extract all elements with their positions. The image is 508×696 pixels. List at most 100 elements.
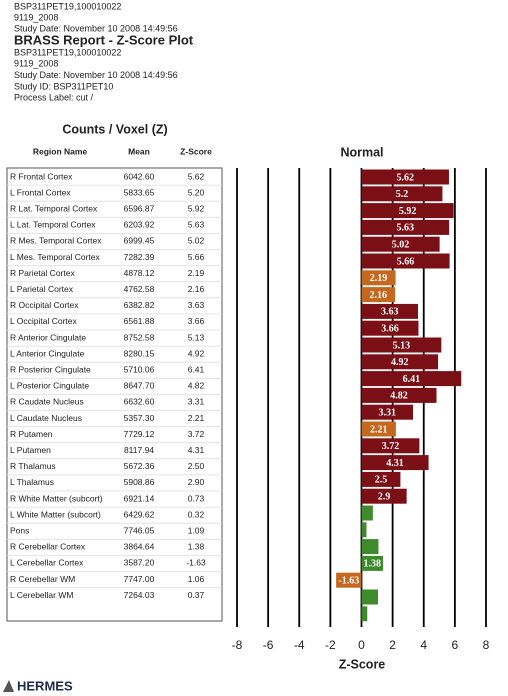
- z-score: 5.13: [188, 332, 205, 342]
- z-score: 5.92: [188, 204, 205, 214]
- mean-value: 7264.03: [124, 590, 155, 600]
- region-name: R Frontal Cortex: [10, 171, 73, 181]
- mean-value: 6921.14: [124, 493, 155, 503]
- x-tick-label: -4: [294, 638, 305, 652]
- value-label: 5.2: [396, 189, 409, 200]
- region-name: L Occipital Cortex: [10, 316, 78, 326]
- region-name: R Thalamus: [10, 461, 56, 471]
- bar: [361, 505, 373, 521]
- region-name: R Cerebellar WM: [10, 574, 75, 584]
- region-name: L White Matter (subcort): [10, 509, 101, 519]
- mean-value: 6203.92: [124, 220, 155, 230]
- mean-value: 8647.70: [124, 381, 155, 391]
- z-score: 5.63: [188, 220, 205, 230]
- z-score: 0.32: [188, 509, 205, 519]
- info-line: 9119_2008: [14, 59, 58, 69]
- info-line: Study ID: BSP311PET10: [14, 81, 113, 91]
- mean-value: 5710.06: [124, 365, 155, 375]
- z-score: 6.41: [188, 365, 205, 375]
- bar: [361, 320, 419, 336]
- bar: [361, 606, 368, 622]
- bar: [361, 404, 414, 420]
- value-label: 3.63: [381, 307, 399, 318]
- value-label: 1.38: [363, 559, 381, 570]
- mean-value: 6429.62: [124, 509, 155, 519]
- value-label: 5.66: [397, 256, 415, 267]
- info-line: Process Label: cut /: [14, 93, 94, 103]
- z-score: 4.92: [188, 348, 205, 358]
- region-name: R Cerebellar Cortex: [10, 542, 86, 552]
- bar: [361, 287, 396, 303]
- x-axis-title: Z-Score: [339, 657, 386, 671]
- z-score: 2.50: [188, 461, 205, 471]
- region-name: Pons: [10, 526, 29, 536]
- header-line: BSP311PET19,100010022: [14, 1, 121, 11]
- value-label: 5.92: [399, 206, 417, 217]
- z-score: 3.63: [188, 300, 205, 310]
- bar: [336, 572, 362, 588]
- x-tick-label: -2: [325, 638, 336, 652]
- z-score: 2.90: [188, 477, 205, 487]
- z-score: 1.38: [188, 542, 205, 552]
- z-score: 1.06: [188, 574, 205, 584]
- mean-value: 6632.60: [124, 397, 155, 407]
- value-label: 3.72: [382, 441, 400, 452]
- z-score: 3.72: [188, 429, 205, 439]
- region-name: L Cerebellar Cortex: [10, 558, 84, 568]
- z-score: 2.21: [188, 413, 205, 423]
- bar: [361, 539, 379, 555]
- header-line: 9119_2008: [14, 12, 58, 22]
- z-score: 3.66: [188, 316, 205, 326]
- value-label: 5.63: [397, 223, 415, 234]
- value-label: 4.82: [390, 391, 408, 402]
- bar: [361, 387, 437, 403]
- value-label: 2.5: [375, 475, 388, 486]
- mean-value: 8280.15: [124, 348, 155, 358]
- bar: [361, 253, 450, 269]
- bar: [361, 186, 443, 202]
- region-name: L Putamen: [10, 445, 51, 455]
- region-name: R Lat. Temporal Cortex: [10, 204, 98, 214]
- region-name: R Occipital Cortex: [10, 300, 79, 310]
- region-name: R Posterior Cingulate: [10, 365, 91, 375]
- bar: [361, 203, 454, 219]
- value-label: -1.63: [338, 575, 359, 586]
- column-header: Z-Score: [180, 146, 212, 156]
- logo-icon: [3, 680, 14, 692]
- region-name: R Parietal Cortex: [10, 268, 75, 278]
- z-score: -1.63: [186, 558, 206, 568]
- value-label: 2.16: [370, 290, 388, 301]
- info-line: Study Date: November 10 2008 14:49:56: [14, 70, 178, 80]
- bar: [361, 438, 420, 454]
- chart-title: Normal: [340, 145, 383, 159]
- bar: [361, 354, 439, 370]
- mean-value: 7729.12: [124, 429, 155, 439]
- region-name: R Caudate Nucleus: [10, 397, 84, 407]
- report-title: BRASS Report - Z-Score Plot: [14, 32, 194, 47]
- value-label: 2.21: [370, 424, 388, 435]
- bar: [361, 589, 378, 605]
- bar: [361, 371, 462, 387]
- region-name: R White Matter (subcort): [10, 493, 103, 503]
- bar: [361, 522, 367, 538]
- bar: [361, 455, 429, 471]
- mean-value: 5672.36: [124, 461, 155, 471]
- mean-value: 8117.94: [124, 445, 154, 455]
- region-name: L Mes. Temporal Cortex: [10, 252, 101, 262]
- mean-value: 5833.65: [124, 187, 155, 197]
- x-tick-label: 8: [483, 638, 490, 652]
- value-label: 5.62: [396, 172, 414, 183]
- z-score: 5.66: [188, 252, 205, 262]
- bar: [361, 337, 442, 353]
- value-label: 3.66: [381, 323, 399, 334]
- mean-value: 5908.86: [124, 477, 155, 487]
- value-label: 2.19: [370, 273, 388, 284]
- region-name: L Caudate Nucleus: [10, 413, 82, 423]
- bar: [361, 219, 450, 235]
- z-score: 1.09: [188, 526, 205, 536]
- mean-value: 6999.45: [124, 236, 155, 246]
- x-tick-label: 2: [389, 638, 396, 652]
- mean-value: 3587.20: [124, 558, 155, 568]
- value-label: 5.13: [393, 340, 411, 351]
